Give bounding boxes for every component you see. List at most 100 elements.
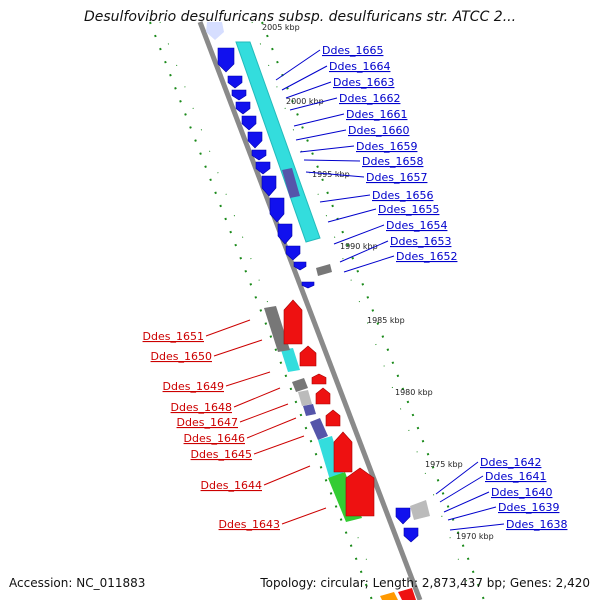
gray-feature[interactable]: [264, 306, 290, 352]
gene-label[interactable]: Ddes_1643: [219, 518, 280, 531]
ruler-line: [261, 21, 485, 600]
leader-line: [295, 129, 347, 141]
leader-line: [319, 194, 371, 203]
reverse-gene-arrow[interactable]: [299, 345, 317, 367]
faded-feature: [206, 22, 224, 40]
gene-label[interactable]: Ddes_1641: [485, 470, 546, 483]
leader-line: [225, 371, 271, 387]
leader-line: [449, 523, 505, 531]
forward-gene-arrow[interactable]: [285, 245, 301, 261]
forward-gene-arrow[interactable]: [235, 101, 251, 115]
accession-text: Accession: NC_011883: [9, 576, 146, 590]
purple-feature[interactable]: [282, 168, 300, 198]
ruler-lines: [149, 21, 485, 600]
gene-label[interactable]: Ddes_1644: [201, 479, 262, 492]
kbp-marker: 1985 kbp: [367, 316, 405, 325]
leader-line: [239, 403, 289, 423]
gene-label[interactable]: Ddes_1639: [498, 501, 559, 514]
leader-line: [253, 435, 305, 455]
leader-line: [275, 49, 321, 81]
forward-gene-arrow[interactable]: [231, 89, 247, 101]
gene-label[interactable]: Ddes_1655: [378, 203, 439, 216]
label-leaders: [205, 49, 505, 531]
leader-line: [233, 387, 281, 408]
gene-label[interactable]: Ddes_1661: [346, 108, 407, 121]
leader-line: [343, 255, 395, 273]
forward-gene-arrow[interactable]: [395, 507, 411, 525]
gene-label[interactable]: Ddes_1654: [386, 219, 447, 232]
genome-backbone: [197, 21, 423, 600]
forward-gene-arrow[interactable]: [255, 161, 271, 175]
leader-line: [285, 81, 332, 99]
leader-line: [305, 171, 365, 178]
forward-gene-arrow[interactable]: [227, 75, 243, 89]
gene-label[interactable]: Ddes_1658: [362, 155, 423, 168]
gene-label[interactable]: Ddes_1659: [356, 140, 417, 153]
map-title: Desulfovibrio desulfuricans subsp. desul…: [83, 9, 517, 25]
gray-feature[interactable]: [298, 390, 312, 406]
gene-label[interactable]: Ddes_1664: [329, 60, 390, 73]
leader-line: [299, 145, 355, 153]
reverse-gene-arrow[interactable]: [283, 299, 303, 345]
kbp-marker: 1975 kbp: [425, 460, 463, 469]
reverse-gene-arrow[interactable]: [315, 387, 331, 405]
kbp-marker: 1980 kbp: [395, 388, 433, 397]
leader-line: [246, 417, 297, 439]
reverse-gene-arrow[interactable]: [325, 409, 341, 427]
forward-gene-arrow[interactable]: [277, 223, 293, 245]
leader-line: [263, 465, 311, 486]
topology-text: Topology: circular; Length: 2,873,437 bp…: [260, 576, 590, 590]
purple-feature[interactable]: [303, 404, 316, 416]
forward-gene-arrows: [217, 47, 419, 543]
leader-line: [281, 507, 327, 525]
kbp-marker: 1990 kbp: [340, 242, 378, 251]
gray-feature[interactable]: [292, 378, 308, 392]
leader-line: [339, 240, 389, 263]
gene-label[interactable]: Ddes_1638: [506, 518, 567, 531]
gene-label[interactable]: Ddes_1656: [372, 189, 433, 202]
forward-gene-arrow[interactable]: [403, 527, 419, 543]
forward-gene-arrow[interactable]: [261, 175, 277, 197]
reverse-gene-arrow[interactable]: [398, 588, 416, 600]
gene-label[interactable]: Ddes_1648: [171, 401, 232, 414]
gene-label[interactable]: Ddes_1651: [143, 330, 204, 343]
leader-line: [303, 159, 361, 162]
forward-gene-arrow[interactable]: [293, 261, 307, 271]
gene-label[interactable]: Ddes_1647: [177, 416, 238, 429]
cyan-feature[interactable]: [235, 41, 321, 243]
gene-label[interactable]: Ddes_1653: [390, 235, 451, 248]
gene-label[interactable]: Ddes_1642: [480, 456, 541, 469]
gene-label[interactable]: Ddes_1640: [491, 486, 552, 499]
forward-gene-arrow[interactable]: [241, 115, 257, 131]
gene-label[interactable]: Ddes_1662: [339, 92, 400, 105]
ruler-line: [149, 21, 373, 600]
gene-label[interactable]: Ddes_1665: [322, 44, 383, 57]
gene-label[interactable]: Ddes_1657: [366, 171, 427, 184]
leader-line: [447, 506, 497, 521]
gray-feature[interactable]: [410, 500, 430, 520]
forward-gene-arrow[interactable]: [217, 47, 235, 73]
purple-feature[interactable]: [310, 418, 328, 440]
gene-label[interactable]: Ddes_1646: [184, 432, 245, 445]
leader-line: [289, 97, 338, 111]
kbp-marker: 1970 kbp: [456, 532, 494, 541]
gene-label[interactable]: Ddes_1652: [396, 250, 457, 263]
gene-label[interactable]: Ddes_1649: [163, 380, 224, 393]
gene-label[interactable]: Ddes_1645: [191, 448, 252, 461]
cyan-feature[interactable]: [281, 348, 300, 372]
orange-feature[interactable]: [380, 592, 398, 600]
forward-gene-arrow[interactable]: [247, 131, 263, 149]
leader-line: [293, 113, 345, 127]
gene-label[interactable]: Ddes_1663: [333, 76, 394, 89]
reverse-gene-arrow[interactable]: [311, 373, 327, 385]
reverse-gene-arrow[interactable]: [333, 431, 353, 473]
leader-line: [439, 475, 484, 503]
reverse-gene-arrow[interactable]: [345, 467, 375, 517]
gray-feature[interactable]: [316, 264, 332, 276]
gene-label[interactable]: Ddes_1660: [348, 124, 409, 137]
gene-labels: Ddes_1665 Ddes_1664 Ddes_1663 Ddes_1662 Ddes…: [143, 44, 568, 531]
forward-gene-arrow[interactable]: [301, 281, 315, 289]
forward-gene-arrow[interactable]: [251, 149, 267, 161]
gene-label[interactable]: Ddes_1650: [151, 350, 212, 363]
forward-gene-arrow[interactable]: [269, 197, 285, 223]
